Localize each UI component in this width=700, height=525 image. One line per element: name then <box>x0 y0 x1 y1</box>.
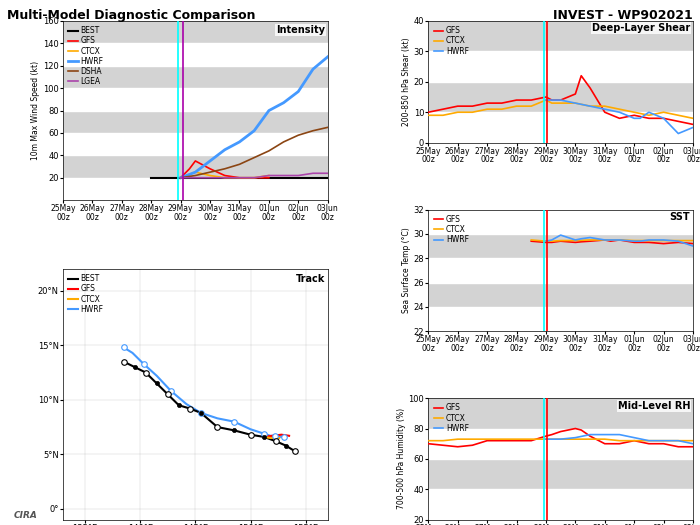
Legend: GFS, CTCX, HWRF: GFS, CTCX, HWRF <box>432 25 470 57</box>
Text: Mid-Level RH: Mid-Level RH <box>618 401 690 411</box>
Bar <box>428 489 693 520</box>
Y-axis label: Sea Surface Temp (°C): Sea Surface Temp (°C) <box>402 227 411 313</box>
Bar <box>428 51 693 82</box>
Bar <box>428 307 693 331</box>
Bar <box>428 209 693 234</box>
Legend: BEST, GFS, CTCX, HWRF: BEST, GFS, CTCX, HWRF <box>66 273 105 315</box>
Bar <box>428 258 693 282</box>
Bar <box>428 428 693 459</box>
Text: Deep-Layer Shear: Deep-Layer Shear <box>592 24 690 34</box>
Text: INVEST - WP902021: INVEST - WP902021 <box>553 9 693 23</box>
Bar <box>428 112 693 143</box>
Text: SST: SST <box>670 212 690 222</box>
Legend: GFS, CTCX, HWRF: GFS, CTCX, HWRF <box>432 213 470 246</box>
Text: Intensity: Intensity <box>276 25 325 35</box>
Bar <box>63 178 328 200</box>
Legend: GFS, CTCX, HWRF: GFS, CTCX, HWRF <box>432 402 470 434</box>
Bar <box>63 88 328 111</box>
Text: Multi-Model Diagnostic Comparison: Multi-Model Diagnostic Comparison <box>7 9 256 23</box>
Text: Track: Track <box>295 274 325 284</box>
Bar <box>63 133 328 155</box>
Y-axis label: 10m Max Wind Speed (kt): 10m Max Wind Speed (kt) <box>32 61 40 160</box>
Legend: BEST, GFS, CTCX, HWRF, DSHA, LGEA: BEST, GFS, CTCX, HWRF, DSHA, LGEA <box>66 25 105 88</box>
Y-axis label: 200-850 hPa Shear (kt): 200-850 hPa Shear (kt) <box>402 37 411 126</box>
Bar <box>63 44 328 66</box>
Text: CIRA: CIRA <box>14 511 38 520</box>
Y-axis label: 700-500 hPa Humidity (%): 700-500 hPa Humidity (%) <box>397 408 405 509</box>
